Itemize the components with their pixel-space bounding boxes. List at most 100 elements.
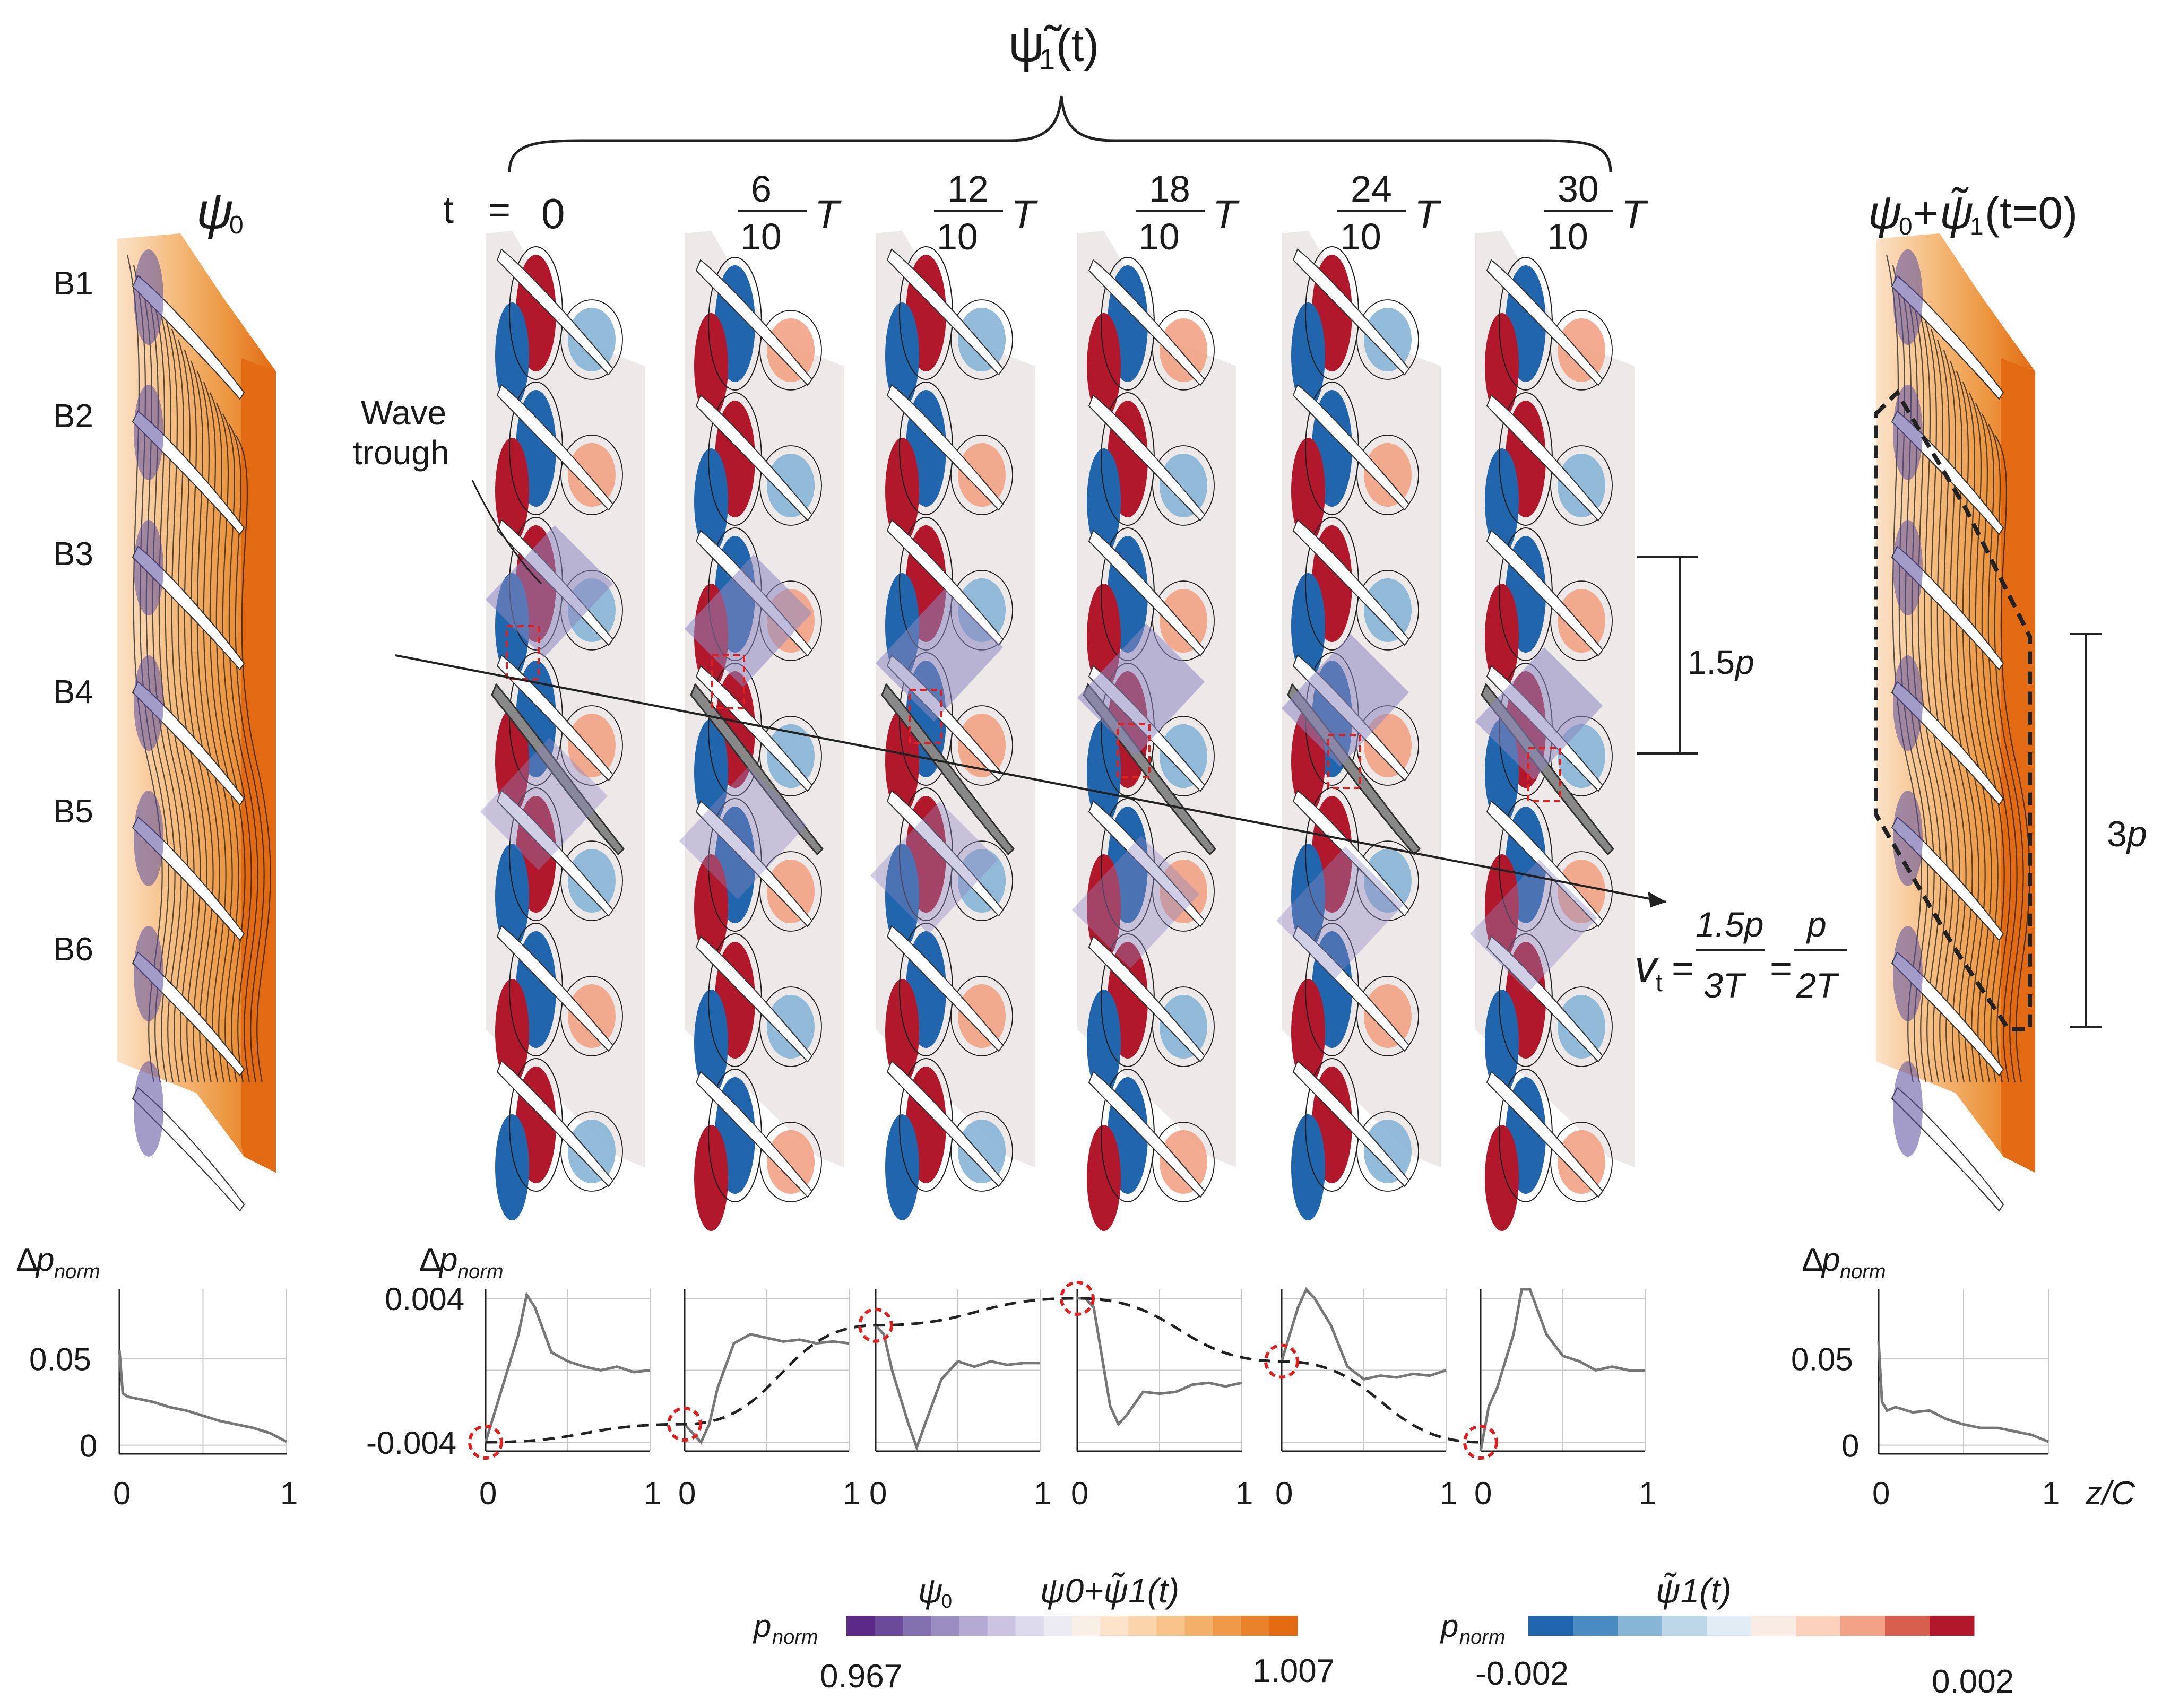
psi0-pressure-curve [118,1350,288,1443]
suction-low-pressure [134,1061,163,1157]
sum-title-b-sub: 1 [1970,212,1984,240]
lobe-contour [759,445,822,526]
lobe-contour [1152,1122,1215,1202]
negative-lobe [1485,990,1519,1096]
blade [1292,248,1410,376]
secondary-lobe [958,984,1006,1048]
psi0-contour-panel [117,233,276,1212]
base-contour [165,318,201,1083]
blade [1486,800,1604,927]
base-contour [1962,382,1999,1083]
blade [496,248,614,376]
lobe-contour [1152,310,1215,391]
phase-marker-circle [667,1407,702,1442]
velocity-symbol: v [1635,941,1659,991]
base-contour [229,424,265,1083]
lobe-contour [1152,986,1215,1067]
lobe-contour [759,851,822,932]
secondary-lobe [767,860,815,923]
cbar-left-swatch [987,1616,1016,1636]
cbar-left-swatch [1184,1616,1214,1636]
base-contour [1988,424,2024,1083]
xtick-0: 0 [1275,1476,1293,1511]
secondary-lobe [1558,995,1605,1059]
wave-trough-band [1077,623,1205,756]
tracking-box [1527,747,1561,802]
blade-label-b1: B1 [53,265,93,302]
secondary-lobe [1558,318,1605,382]
time-frac-num: 24 [1351,168,1392,210]
blade-label-b2: B2 [53,398,93,435]
blade [695,394,813,522]
secondary-lobe [1364,1120,1412,1183]
cbar-left-swatch [959,1616,988,1636]
negative-lobe [1291,573,1325,679]
suction-low-pressure [134,655,163,751]
time-frac-den: 10 [1340,216,1381,257]
cbar-left-label-sub: norm [772,1626,818,1649]
base-contour [1994,435,2030,1083]
xtick-1: 1 [1235,1476,1253,1511]
time-frac-unit: T [1621,192,1648,237]
ylabel-delta: Δ [419,1242,441,1278]
wave-trough-label-1: Wave [361,394,446,432]
lobe-contour [1550,986,1613,1067]
cbar-left-swatch [1241,1616,1270,1636]
positive-lobe [1485,854,1519,960]
psi0-panel-group: ψ 0 B1 B2 B3 B4 B5 B6 [53,183,276,1212]
blade-label-b3: B3 [53,536,93,573]
xtick-0: 0 [479,1476,497,1511]
propagation-arrowhead [1648,891,1666,907]
header-group: ψ̃ 1 (t) [508,15,1612,173]
positive-lobe [1087,1125,1121,1231]
suction-low-pressure [1893,926,1923,1021]
psi1-panels [480,231,1635,1231]
velocity-num2: p [1806,905,1827,944]
ylabel-p: p [35,1242,54,1278]
negative-lobe [694,448,728,554]
base-contour [1924,318,1960,1083]
positive-lobe [885,438,919,544]
ylabel-p: p [438,1242,457,1278]
blade [496,654,614,782]
secondary-lobe [1160,860,1207,923]
phase-marker-circle [858,1307,893,1343]
ytick-pos: 0.004 [385,1281,464,1317]
base-contour [210,392,246,1083]
lobe-contour [1550,310,1613,391]
psi0-title: ψ [196,183,234,239]
cbar-right-swatch [1662,1616,1707,1636]
negative-lobe [1087,719,1121,825]
annotations: Wave trough 1.5 p v t = 1.5p 3T = p 2T [353,394,1847,1005]
secondary-lobe [1160,995,1207,1059]
secondary-lobe [1160,318,1207,382]
tracking-box [1117,723,1151,778]
base-contour [222,413,258,1083]
time-frac-unit: T [1414,192,1441,237]
secondary-lobe [568,1120,616,1183]
blade [1486,530,1604,657]
cbar-left-swatch [1072,1616,1101,1636]
suction-low-pressure [134,791,163,886]
secondary-lobe [767,318,815,382]
base-contour [196,371,233,1083]
equals-sign: = [488,189,511,231]
ytick-005: 0.05 [29,1342,91,1377]
cbar-left-swatch [1043,1616,1073,1636]
secondary-lobe [767,1130,815,1194]
cbar-right-swatch [1930,1616,1975,1636]
ytick-0: 0 [1841,1428,1859,1464]
suction-low-pressure [134,520,163,615]
secondary-lobe [1364,578,1412,642]
blade [1292,519,1410,646]
xtick-1: 1 [280,1476,298,1511]
tracking-box [1327,734,1361,789]
psi1-panel-t2 [870,231,1035,1220]
ytick-0: 0 [80,1428,97,1464]
xtick-1: 1 [843,1476,860,1511]
lobe-contour [1550,1122,1613,1202]
psi1-arg: (t) [1056,20,1099,71]
